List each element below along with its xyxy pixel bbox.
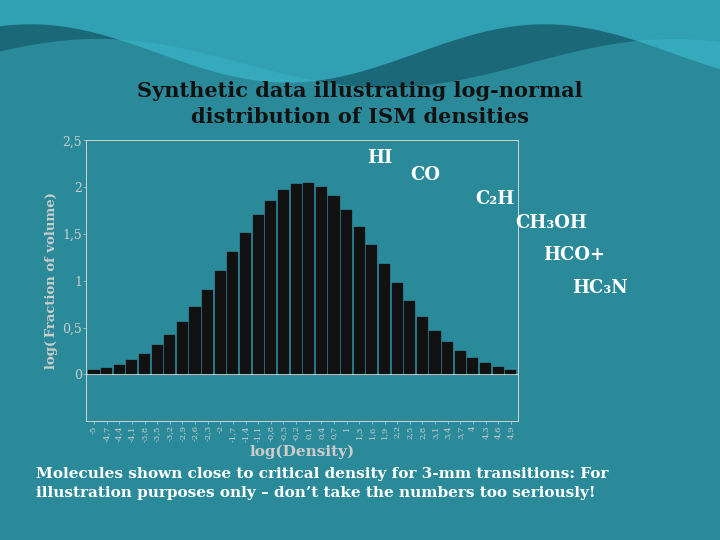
Bar [265, 200, 276, 374]
Bar [126, 360, 138, 374]
Bar [164, 335, 176, 374]
Text: HCO+: HCO+ [544, 246, 606, 264]
Bar [152, 346, 163, 374]
Bar [480, 363, 491, 374]
Bar [417, 317, 428, 374]
Bar [316, 187, 327, 374]
Bar [392, 284, 402, 374]
Bar [114, 364, 125, 374]
Text: CH₃OH: CH₃OH [515, 214, 587, 232]
Bar [189, 307, 201, 374]
Bar [404, 301, 415, 374]
Bar [228, 252, 238, 374]
Text: Molecules shown close to critical density for 3-mm transitions: For
illustration: Molecules shown close to critical densit… [36, 467, 608, 500]
Text: C₂H: C₂H [475, 190, 515, 208]
Bar [379, 265, 390, 374]
Text: HI: HI [367, 150, 392, 167]
PathPatch shape [0, 0, 720, 83]
X-axis label: log(Density): log(Density) [250, 444, 355, 459]
Bar [278, 190, 289, 374]
Bar [442, 342, 453, 374]
Bar [89, 370, 99, 374]
Bar [177, 322, 188, 374]
Bar [354, 227, 365, 374]
Bar [139, 354, 150, 374]
Bar [492, 367, 504, 374]
Text: Synthetic data illustrating log-normal
distribution of ISM densities: Synthetic data illustrating log-normal d… [138, 81, 582, 126]
Bar [341, 210, 352, 374]
PathPatch shape [0, 0, 720, 87]
Bar [366, 245, 377, 374]
Bar [328, 197, 340, 374]
Bar [101, 368, 112, 374]
Bar [240, 233, 251, 374]
Bar [253, 215, 264, 374]
Text: CO: CO [410, 166, 441, 184]
Bar [303, 183, 314, 374]
Bar [202, 289, 213, 374]
Bar [291, 184, 302, 374]
Y-axis label: log( Fraction of volume): log( Fraction of volume) [45, 192, 58, 369]
Bar [467, 358, 479, 374]
Text: HC₃N: HC₃N [572, 279, 628, 297]
Bar [429, 331, 441, 374]
Bar [215, 271, 226, 374]
Bar [505, 370, 516, 374]
Bar [455, 351, 466, 374]
